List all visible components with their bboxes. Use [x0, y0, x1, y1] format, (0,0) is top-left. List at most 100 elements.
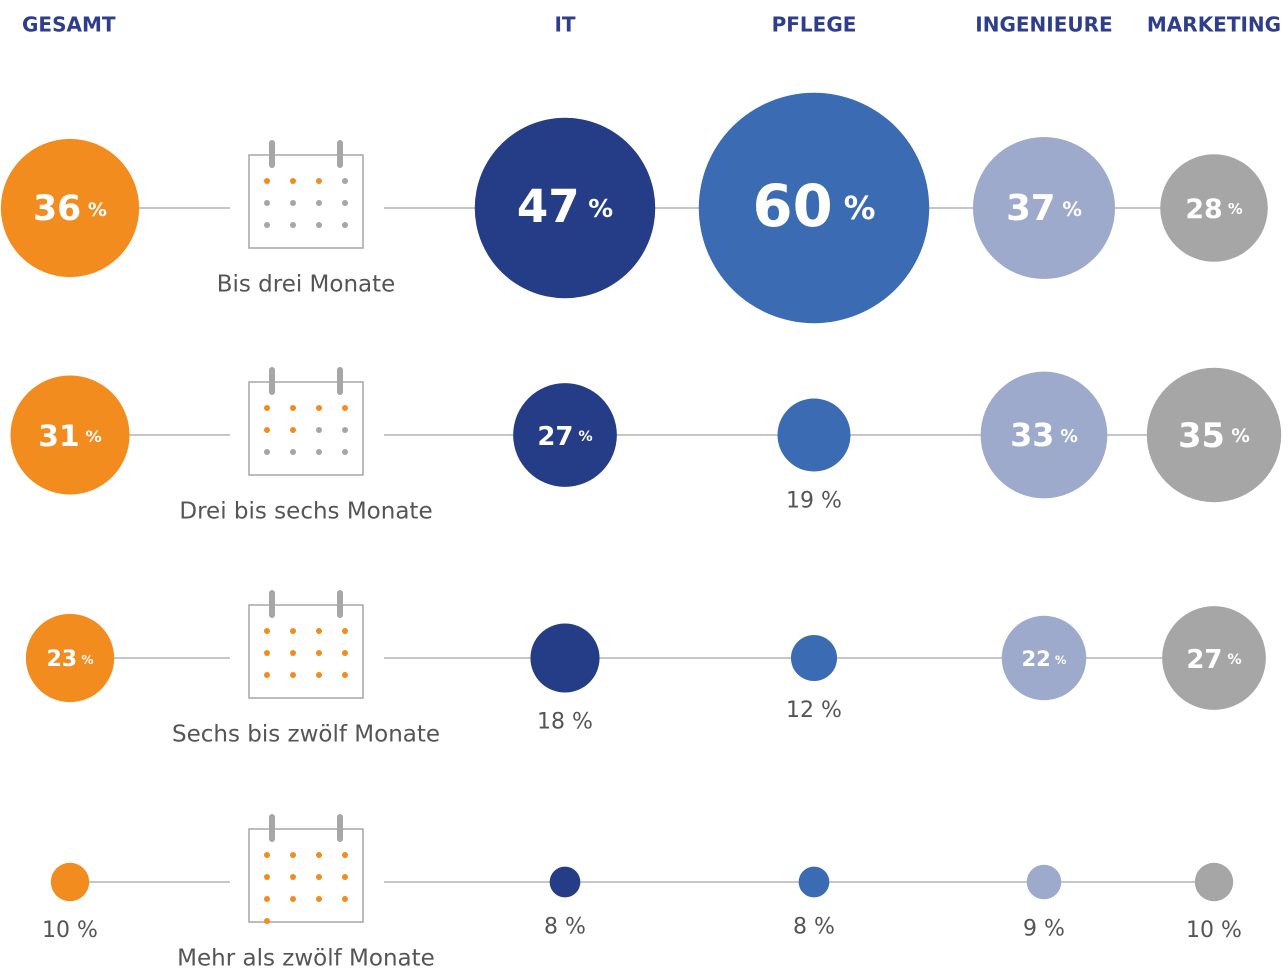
- calendar-dot: [316, 178, 322, 184]
- row-label: Drei bis sechs Monate: [179, 499, 432, 525]
- calendar-dot: [342, 222, 348, 228]
- calendar-dot: [290, 874, 296, 880]
- row-label: Sechs bis zwölf Monate: [172, 722, 440, 748]
- calendar-ring: [269, 590, 275, 618]
- calendar-dot: [316, 650, 322, 656]
- value-label: 36 %: [33, 189, 107, 229]
- bubble: [1162, 606, 1266, 710]
- value-label: 35 %: [1178, 416, 1250, 455]
- calendar-dot: [264, 896, 270, 902]
- value-label: 22 %: [1021, 646, 1066, 671]
- calendar-dot: [342, 427, 348, 433]
- calendar-dot: [264, 200, 270, 206]
- calendar-dot: [342, 178, 348, 184]
- calendar-dot: [290, 449, 296, 455]
- calendar-dot: [316, 449, 322, 455]
- bubble: [474, 117, 656, 299]
- value-label: 23 %: [46, 647, 93, 672]
- calendar-ring: [337, 367, 343, 395]
- calendar-dot: [290, 200, 296, 206]
- calendar-dot: [342, 200, 348, 206]
- calendar-dot: [342, 405, 348, 411]
- calendar-dot: [290, 852, 296, 858]
- calendar-dot: [264, 178, 270, 184]
- calendar-dot: [290, 650, 296, 656]
- calendar-dot: [342, 628, 348, 634]
- calendar-dot: [290, 427, 296, 433]
- calendar-ring: [269, 814, 275, 842]
- bubble: [1001, 615, 1087, 701]
- value-label: 8 %: [544, 914, 586, 939]
- calendar-dot: [264, 874, 270, 880]
- value-label: 60 %: [753, 173, 876, 240]
- value-label: 47 %: [517, 180, 613, 233]
- calendar-dot: [264, 427, 270, 433]
- value-label: 37 %: [1006, 188, 1082, 229]
- bubble: [50, 862, 90, 902]
- bubble: [25, 613, 115, 703]
- bubble: [790, 634, 838, 682]
- calendar-icon: [248, 814, 364, 924]
- calendar-dot: [342, 449, 348, 455]
- bubble: [777, 398, 851, 472]
- column-header: MARKETING: [1147, 13, 1281, 37]
- column-header: INGENIEURE: [975, 13, 1112, 37]
- calendar-dot: [342, 852, 348, 858]
- calendar-dot: [316, 852, 322, 858]
- calendar-dot: [264, 672, 270, 678]
- value-label: 27 %: [1186, 645, 1241, 675]
- calendar-dot: [342, 896, 348, 902]
- calendar-dot: [264, 852, 270, 858]
- value-label: 27 %: [537, 422, 592, 452]
- calendar-dot: [342, 672, 348, 678]
- calendar-ring: [337, 140, 343, 168]
- calendar-icon: [248, 367, 364, 476]
- calendar-dot: [264, 405, 270, 411]
- calendar-ring: [337, 814, 343, 842]
- calendar-dot: [316, 427, 322, 433]
- calendar-dot: [316, 874, 322, 880]
- calendar-dot: [264, 650, 270, 656]
- bubble: [1146, 367, 1282, 503]
- bubble: [980, 371, 1108, 499]
- value-label: 9 %: [1023, 916, 1065, 941]
- value-label: 10 %: [42, 918, 98, 943]
- calendar-dot: [316, 405, 322, 411]
- bubble: [798, 866, 830, 898]
- row-label: Mehr als zwölf Monate: [177, 946, 435, 972]
- calendar-dot: [290, 178, 296, 184]
- calendar-dot: [316, 222, 322, 228]
- value-label: 31 %: [38, 419, 102, 454]
- calendar-ring: [269, 140, 275, 168]
- calendar-dot: [316, 896, 322, 902]
- bubble: [549, 866, 581, 898]
- bubble: [10, 375, 130, 495]
- calendar-dot: [290, 672, 296, 678]
- calendar-dot: [342, 650, 348, 656]
- row-label: Bis drei Monate: [217, 272, 396, 298]
- calendar-dot: [316, 628, 322, 634]
- value-label: 18 %: [537, 710, 593, 735]
- calendar-ring: [337, 590, 343, 618]
- calendar-icon: [248, 590, 364, 699]
- bubble: [698, 92, 930, 324]
- calendar-dot: [316, 200, 322, 206]
- bubble: [1194, 862, 1234, 902]
- calendar-icon: [248, 140, 364, 249]
- calendar-dot: [342, 874, 348, 880]
- bubble: [530, 623, 600, 693]
- calendar-dot: [264, 449, 270, 455]
- bubble: [513, 383, 617, 487]
- calendar-dot: [290, 896, 296, 902]
- bubble: [0, 138, 140, 278]
- value-label: 19 %: [786, 488, 842, 513]
- bubble: [1160, 154, 1268, 262]
- calendar-dot: [264, 628, 270, 634]
- value-label: 28 %: [1185, 194, 1243, 225]
- calendar-ring: [269, 367, 275, 395]
- bubble: [1026, 864, 1062, 900]
- column-header: PFLEGE: [772, 13, 857, 37]
- calendar-dot: [290, 405, 296, 411]
- value-label: 33 %: [1010, 418, 1078, 454]
